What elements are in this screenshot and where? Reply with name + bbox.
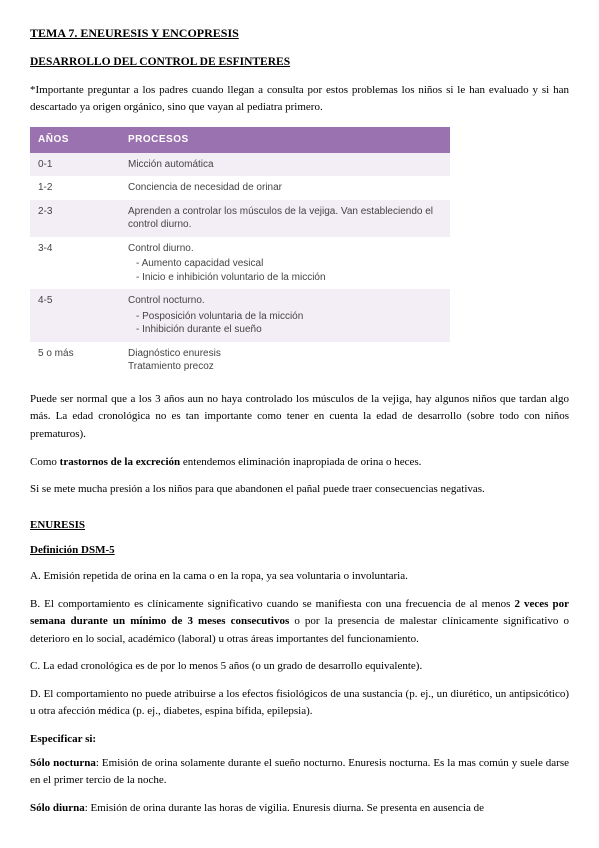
development-table: AÑOS PROCESOS 0-1 Micción automática 1-2… [30, 127, 450, 379]
specify-label: Especificar si: [30, 731, 569, 749]
text: B. El comportamiento es clínicamente sig… [30, 598, 514, 610]
paragraph: Puede ser normal que a los 3 años aun no… [30, 391, 569, 444]
bold-text: trastornos de la excreción [60, 456, 180, 468]
text: si: [82, 733, 96, 745]
bold-text: Sólo nocturna [30, 757, 96, 769]
bold-text: Sólo diurna [30, 802, 85, 814]
text: entendemos eliminación inapropiada de or… [180, 456, 421, 468]
cell-years: 4-5 [30, 289, 120, 342]
table-row: 0-1 Micción automática [30, 153, 450, 177]
bold-text: Especificar [30, 733, 82, 745]
table-row: 4-5 Control nocturno. Posposición volunt… [30, 289, 450, 342]
text: Como [30, 456, 60, 468]
paragraph: Como trastornos de la excreción entendem… [30, 454, 569, 472]
doc-title-2: DESARROLLO DEL CONTROL DE ESFINTERES [30, 53, 569, 71]
spec-nocturna: Sólo nocturna: Emisión de orina solament… [30, 755, 569, 790]
cell-years: 1-2 [30, 176, 120, 200]
criterion-c: C. La edad cronológica es de por lo meno… [30, 658, 569, 676]
th-years: AÑOS [30, 127, 120, 153]
cell-proc-main: Control diurno. [128, 243, 194, 254]
criterion-a: A. Emisión repetida de orina en la cama … [30, 568, 569, 586]
th-processes: PROCESOS [120, 127, 450, 153]
table-row: 5 o más Diagnóstico enuresis Tratamiento… [30, 342, 450, 379]
cell-proc: Micción automática [120, 153, 450, 177]
paragraph: Si se mete mucha presión a los niños par… [30, 481, 569, 499]
table-row: 2-3 Aprenden a controlar los músculos de… [30, 200, 450, 237]
cell-proc-main: Control nocturno. [128, 295, 205, 306]
cell-proc: Diagnóstico enuresis Tratamiento precoz [120, 342, 450, 379]
cell-proc: Conciencia de necesidad de orinar [120, 176, 450, 200]
table-row: 1-2 Conciencia de necesidad de orinar [30, 176, 450, 200]
enuresis-heading: ENURESIS [30, 517, 569, 535]
cell-years: 2-3 [30, 200, 120, 237]
dsm-heading: Definición DSM-5 [30, 542, 569, 560]
cell-proc: Control nocturno. Posposición voluntaria… [120, 289, 450, 342]
text: : Emisión de orina solamente durante el … [30, 757, 569, 787]
cell-proc-sub: Inhibición durante el sueño [136, 323, 442, 337]
cell-proc-sub: Aumento capacidad vesical [136, 257, 442, 271]
doc-title-1: TEMA 7. ENEURESIS Y ENCOPRESIS [30, 24, 569, 43]
cell-proc-sub: Posposición voluntaria de la micción [136, 310, 442, 324]
cell-proc: Control diurno. Aumento capacidad vesica… [120, 237, 450, 290]
cell-years: 0-1 [30, 153, 120, 177]
cell-proc-sub: Inicio e inhibición voluntario de la mic… [136, 271, 442, 285]
criterion-d: D. El comportamiento no puede atribuirse… [30, 686, 569, 721]
table-row: 3-4 Control diurno. Aumento capacidad ve… [30, 237, 450, 290]
cell-years: 5 o más [30, 342, 120, 379]
cell-proc: Aprenden a controlar los músculos de la … [120, 200, 450, 237]
spec-diurna: Sólo diurna: Emisión de orina durante la… [30, 800, 569, 818]
intro-paragraph: *Importante preguntar a los padres cuand… [30, 82, 569, 117]
text: : Emisión de orina durante las horas de … [85, 802, 484, 814]
criterion-b: B. El comportamiento es clínicamente sig… [30, 596, 569, 649]
cell-years: 3-4 [30, 237, 120, 290]
